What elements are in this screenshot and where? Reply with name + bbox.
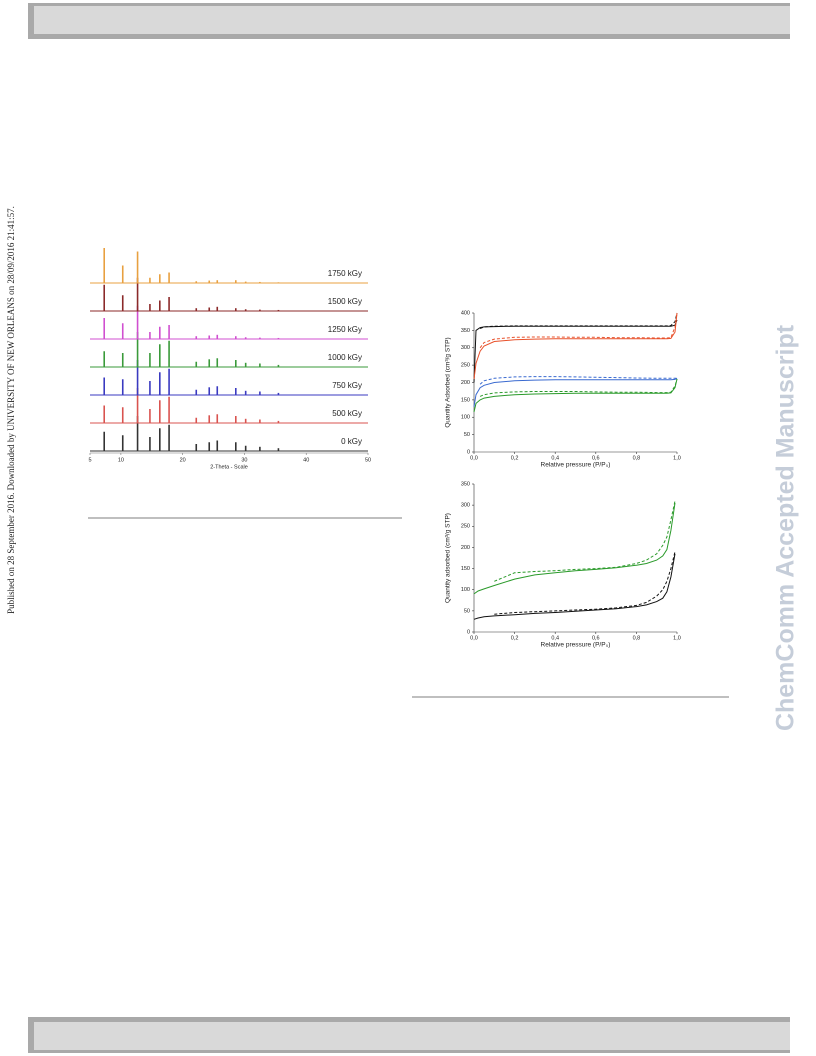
x-tick-label: 40: [303, 457, 309, 463]
series-label: 1750 kGy: [328, 269, 362, 278]
isotherm-line: [473, 319, 678, 383]
y-axis-label: Quantity Adsorbed (cm³/g STP): [445, 337, 452, 427]
series-label: 750 kGy: [332, 381, 362, 390]
y-tick-label: 150: [461, 566, 470, 572]
x-tick-label: 10: [118, 457, 124, 463]
y-tick-label: 0: [467, 449, 470, 455]
isotherm-line: [494, 551, 676, 615]
x-tick-label: 0,0: [470, 455, 478, 461]
y-axis-label: Quantity adsorbed (cm³/g STP): [445, 513, 452, 603]
x-tick-label: 0,4: [551, 455, 559, 461]
watermark: ChemComm Accepted Manuscript: [772, 324, 800, 731]
isotherm-line: [479, 378, 678, 397]
y-tick-label: 100: [461, 415, 470, 421]
y-tick-label: 350: [461, 328, 470, 334]
isotherm-line: [494, 500, 676, 582]
isotherm-line: [473, 312, 678, 380]
header-inner: [34, 6, 790, 34]
y-tick-label: 50: [464, 432, 470, 438]
y-tick-label: 100: [461, 587, 470, 593]
y-tick-label: 300: [461, 503, 470, 509]
x-tick-label: 50: [365, 457, 371, 463]
x-tick-label: 1,0: [673, 455, 681, 461]
y-tick-label: 400: [461, 310, 470, 316]
isotherm-line: [473, 502, 676, 595]
series-label: 0 kGy: [341, 437, 362, 446]
x-tick-label: 5: [88, 457, 91, 463]
y-tick-label: 200: [461, 380, 470, 386]
x-tick-label: 0,0: [470, 635, 478, 641]
x-tick-label: 0,8: [633, 635, 641, 641]
series-label: 500 kGy: [332, 409, 362, 418]
isotherm-line: [473, 378, 678, 413]
x-tick-label: 0,2: [511, 455, 519, 461]
series-label: 1250 kGy: [328, 325, 362, 334]
isotherm-line: [473, 553, 676, 620]
isotherm-line: [479, 312, 678, 330]
y-tick-label: 250: [461, 524, 470, 530]
x-tick-label: 0,4: [551, 635, 559, 641]
y-tick-label: 0: [467, 629, 470, 635]
x-axis-label: Relative pressure (P/P₀): [541, 642, 611, 649]
side-note: Published on 28 September 2016. Download…: [6, 206, 16, 614]
series-label: 1000 kGy: [328, 353, 362, 362]
x-tick-label: 30: [241, 457, 247, 463]
footer-inner: [34, 1022, 790, 1050]
x-axis-label: 2-Theta - Scale: [210, 464, 248, 470]
y-tick-label: 200: [461, 545, 470, 551]
y-tick-label: 150: [461, 397, 470, 403]
x-tick-label: 1,0: [673, 635, 681, 641]
x-tick-label: 0,8: [633, 455, 641, 461]
x-tick-label: 0,6: [592, 635, 600, 641]
y-tick-label: 250: [461, 363, 470, 369]
series-label: 1500 kGy: [328, 297, 362, 306]
x-tick-label: 0,6: [592, 455, 600, 461]
x-tick-label: 20: [180, 457, 186, 463]
y-tick-label: 350: [461, 481, 470, 487]
x-tick-label: 0,2: [511, 635, 519, 641]
y-tick-label: 50: [464, 608, 470, 614]
isotherm-line: [473, 377, 678, 407]
x-axis-label: Relative pressure (P/P₀): [541, 462, 611, 469]
isotherm-line: [479, 312, 678, 349]
y-tick-label: 300: [461, 345, 470, 351]
isotherm-line: [479, 376, 677, 385]
